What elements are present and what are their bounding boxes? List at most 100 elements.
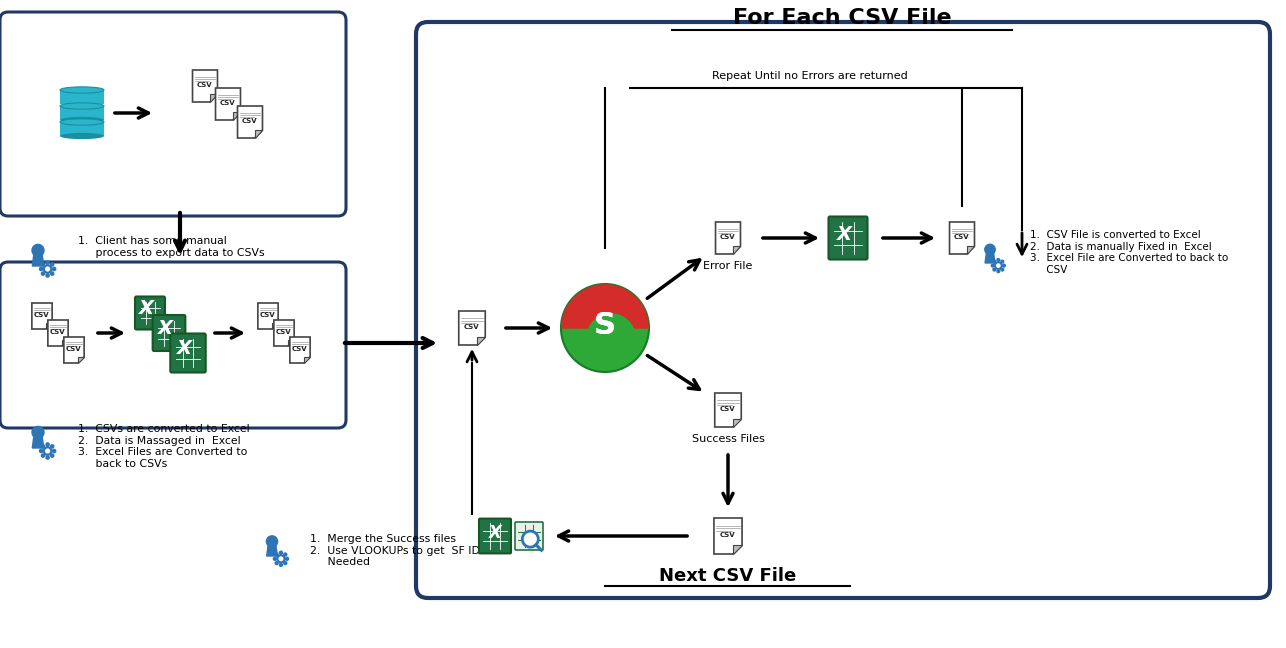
Polygon shape	[216, 88, 240, 120]
Circle shape	[41, 263, 45, 266]
Text: CSV: CSV	[33, 312, 49, 318]
Circle shape	[279, 557, 283, 561]
Text: Success Files: Success Files	[692, 434, 764, 444]
Text: S: S	[594, 312, 616, 340]
Polygon shape	[210, 95, 217, 102]
Polygon shape	[60, 90, 104, 104]
Circle shape	[284, 562, 287, 564]
FancyBboxPatch shape	[415, 22, 1271, 598]
Polygon shape	[32, 437, 44, 448]
Text: X: X	[157, 319, 172, 338]
Ellipse shape	[60, 119, 104, 125]
Polygon shape	[62, 340, 68, 346]
Polygon shape	[303, 357, 310, 363]
Circle shape	[285, 557, 288, 561]
Text: CSV: CSV	[49, 329, 64, 335]
Circle shape	[50, 263, 54, 266]
Circle shape	[276, 555, 285, 562]
FancyBboxPatch shape	[514, 522, 543, 550]
Polygon shape	[60, 122, 104, 136]
Circle shape	[993, 268, 995, 271]
Circle shape	[46, 449, 49, 453]
Circle shape	[41, 272, 45, 275]
Polygon shape	[32, 255, 44, 266]
Circle shape	[994, 262, 1002, 269]
Circle shape	[46, 274, 49, 277]
Text: S: S	[594, 312, 616, 340]
Circle shape	[985, 244, 995, 255]
Polygon shape	[233, 112, 240, 120]
Circle shape	[46, 443, 49, 446]
Circle shape	[50, 454, 54, 457]
Polygon shape	[477, 337, 485, 345]
Circle shape	[266, 536, 278, 547]
Polygon shape	[60, 106, 104, 120]
Circle shape	[279, 563, 283, 566]
FancyBboxPatch shape	[170, 334, 206, 373]
Polygon shape	[733, 419, 741, 427]
Circle shape	[275, 562, 278, 564]
Circle shape	[40, 450, 42, 452]
FancyBboxPatch shape	[0, 12, 346, 216]
Circle shape	[997, 270, 999, 273]
Circle shape	[40, 268, 42, 271]
Polygon shape	[714, 518, 742, 554]
Circle shape	[53, 268, 55, 271]
Circle shape	[274, 557, 276, 561]
Polygon shape	[274, 320, 294, 346]
Circle shape	[50, 272, 54, 275]
Polygon shape	[46, 323, 53, 329]
Polygon shape	[193, 70, 217, 102]
Circle shape	[41, 454, 45, 457]
Text: Next CSV File: Next CSV File	[660, 567, 796, 585]
FancyBboxPatch shape	[0, 262, 346, 428]
Circle shape	[1003, 264, 1006, 267]
Circle shape	[279, 551, 283, 554]
Polygon shape	[78, 357, 84, 363]
Text: CSV: CSV	[291, 346, 307, 352]
Circle shape	[997, 264, 1001, 267]
Polygon shape	[238, 106, 262, 138]
Polygon shape	[255, 130, 262, 138]
Text: Error File: Error File	[703, 261, 752, 271]
Circle shape	[561, 284, 649, 372]
Polygon shape	[985, 253, 995, 263]
Circle shape	[1001, 260, 1003, 263]
Circle shape	[284, 553, 287, 556]
Text: 1.  Merge the Success files
2.  Use VLOOKUPs to get  SF IDs as
     Needed: 1. Merge the Success files 2. Use VLOOKU…	[310, 534, 502, 567]
Polygon shape	[949, 222, 975, 254]
Text: X: X	[176, 340, 192, 358]
Text: X: X	[836, 224, 851, 244]
Polygon shape	[32, 303, 53, 329]
Circle shape	[46, 267, 49, 271]
FancyBboxPatch shape	[828, 216, 868, 259]
Ellipse shape	[60, 103, 104, 109]
Circle shape	[41, 445, 45, 448]
Text: CSV: CSV	[719, 406, 734, 412]
Circle shape	[46, 456, 49, 459]
Wedge shape	[562, 285, 648, 328]
Circle shape	[1001, 268, 1003, 271]
Text: CSV: CSV	[275, 329, 291, 335]
Text: CSV: CSV	[463, 324, 478, 330]
FancyBboxPatch shape	[478, 518, 511, 553]
Circle shape	[50, 445, 54, 448]
Circle shape	[993, 260, 995, 263]
Circle shape	[44, 265, 51, 273]
Ellipse shape	[60, 117, 104, 123]
Circle shape	[44, 447, 51, 455]
Polygon shape	[459, 311, 485, 345]
Polygon shape	[288, 340, 294, 346]
Text: Repeat Until no Errors are returned: Repeat Until no Errors are returned	[712, 71, 908, 81]
Text: CSV: CSV	[719, 234, 734, 240]
Circle shape	[53, 450, 55, 452]
Polygon shape	[271, 323, 278, 329]
Polygon shape	[64, 337, 84, 363]
Text: CSV: CSV	[66, 346, 81, 352]
Text: 1.  CSVs are converted to Excel
2.  Data is Massaged in  Excel
3.  Excel Files a: 1. CSVs are converted to Excel 2. Data i…	[78, 424, 249, 469]
Circle shape	[586, 314, 635, 362]
Text: X: X	[489, 524, 502, 542]
Text: CSV: CSV	[197, 82, 212, 88]
Circle shape	[997, 259, 999, 261]
Circle shape	[32, 244, 44, 257]
